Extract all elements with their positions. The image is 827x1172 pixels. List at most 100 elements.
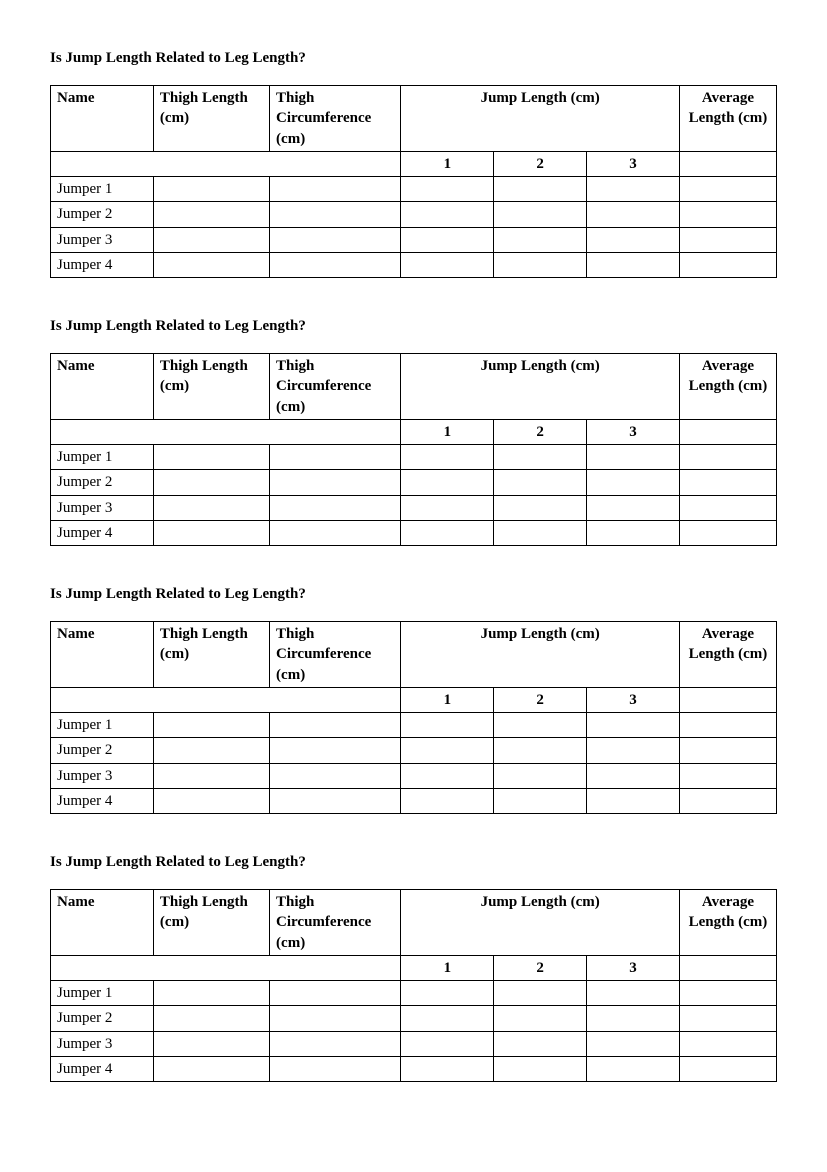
header-jump-length: Jump Length (cm) [401, 622, 679, 688]
cell-thigh-length [153, 520, 269, 545]
header-thigh-circ: Thigh Circumference (cm) [270, 890, 401, 956]
cell-jump-3 [587, 788, 680, 813]
table-subheader-row: 123 [51, 419, 777, 444]
header-trial-3: 3 [587, 419, 680, 444]
cell-jump-3 [587, 445, 680, 470]
cell-thigh-circ [270, 252, 401, 277]
header-name: Name [51, 354, 154, 420]
cell-thigh-length [153, 177, 269, 202]
table-row: Jumper 2 [51, 470, 777, 495]
subheader-avg-empty [679, 955, 776, 980]
header-thigh-length: Thigh Length (cm) [153, 622, 269, 688]
jump-data-table: NameThigh Length (cm)Thigh Circumference… [50, 621, 777, 814]
header-trial-2: 2 [494, 687, 587, 712]
header-name: Name [51, 86, 154, 152]
cell-jump-3 [587, 738, 680, 763]
header-thigh-length: Thigh Length (cm) [153, 354, 269, 420]
cell-jump-2 [494, 470, 587, 495]
row-name: Jumper 1 [51, 713, 154, 738]
header-thigh-length: Thigh Length (cm) [153, 890, 269, 956]
cell-jump-2 [494, 1056, 587, 1081]
table-row: Jumper 2 [51, 1006, 777, 1031]
header-thigh-length: Thigh Length (cm) [153, 86, 269, 152]
header-trial-3: 3 [587, 955, 680, 980]
cell-thigh-circ [270, 1006, 401, 1031]
cell-jump-2 [494, 445, 587, 470]
table-row: Jumper 1 [51, 445, 777, 470]
cell-avg [679, 520, 776, 545]
table-row: Jumper 4 [51, 252, 777, 277]
row-name: Jumper 1 [51, 177, 154, 202]
header-jump-length: Jump Length (cm) [401, 86, 679, 152]
row-name: Jumper 2 [51, 738, 154, 763]
table-row: Jumper 1 [51, 713, 777, 738]
row-name: Jumper 4 [51, 252, 154, 277]
table-header-row: NameThigh Length (cm)Thigh Circumference… [51, 622, 777, 688]
cell-jump-2 [494, 177, 587, 202]
cell-thigh-length [153, 1006, 269, 1031]
cell-avg [679, 763, 776, 788]
cell-thigh-length [153, 788, 269, 813]
cell-jump-3 [587, 495, 680, 520]
worksheet-section: Is Jump Length Related to Leg Length? Nam… [50, 854, 777, 1082]
row-name: Jumper 4 [51, 1056, 154, 1081]
header-trial-2: 2 [494, 955, 587, 980]
cell-avg [679, 1031, 776, 1056]
cell-thigh-circ [270, 227, 401, 252]
section-title: Is Jump Length Related to Leg Length? [50, 854, 777, 871]
jump-data-table: NameThigh Length (cm)Thigh Circumference… [50, 353, 777, 546]
cell-jump-3 [587, 202, 680, 227]
cell-jump-2 [494, 788, 587, 813]
table-header-row: NameThigh Length (cm)Thigh Circumference… [51, 354, 777, 420]
table-row: Jumper 4 [51, 520, 777, 545]
row-name: Jumper 1 [51, 981, 154, 1006]
cell-avg [679, 738, 776, 763]
header-trial-1: 1 [401, 687, 494, 712]
cell-jump-1 [401, 227, 494, 252]
cell-jump-1 [401, 520, 494, 545]
cell-thigh-length [153, 738, 269, 763]
table-row: Jumper 3 [51, 763, 777, 788]
cell-thigh-circ [270, 202, 401, 227]
subheader-empty [51, 687, 401, 712]
cell-thigh-circ [270, 445, 401, 470]
cell-jump-2 [494, 713, 587, 738]
header-trial-1: 1 [401, 151, 494, 176]
cell-avg [679, 788, 776, 813]
cell-avg [679, 470, 776, 495]
row-name: Jumper 3 [51, 227, 154, 252]
header-name: Name [51, 890, 154, 956]
cell-jump-3 [587, 1031, 680, 1056]
cell-jump-1 [401, 445, 494, 470]
cell-jump-1 [401, 1031, 494, 1056]
cell-jump-3 [587, 1056, 680, 1081]
cell-jump-3 [587, 177, 680, 202]
header-avg-length: Average Length (cm) [679, 622, 776, 688]
cell-jump-3 [587, 981, 680, 1006]
section-title: Is Jump Length Related to Leg Length? [50, 50, 777, 67]
cell-thigh-circ [270, 788, 401, 813]
header-trial-2: 2 [494, 419, 587, 444]
cell-jump-2 [494, 495, 587, 520]
subheader-avg-empty [679, 151, 776, 176]
cell-jump-3 [587, 713, 680, 738]
cell-thigh-circ [270, 520, 401, 545]
cell-avg [679, 202, 776, 227]
cell-jump-1 [401, 763, 494, 788]
section-title: Is Jump Length Related to Leg Length? [50, 586, 777, 603]
cell-thigh-length [153, 470, 269, 495]
cell-thigh-circ [270, 1056, 401, 1081]
header-trial-3: 3 [587, 687, 680, 712]
cell-jump-1 [401, 1006, 494, 1031]
cell-avg [679, 252, 776, 277]
row-name: Jumper 4 [51, 520, 154, 545]
cell-jump-1 [401, 470, 494, 495]
row-name: Jumper 2 [51, 1006, 154, 1031]
row-name: Jumper 2 [51, 202, 154, 227]
cell-thigh-length [153, 1056, 269, 1081]
jump-data-table: NameThigh Length (cm)Thigh Circumference… [50, 85, 777, 278]
cell-thigh-circ [270, 470, 401, 495]
cell-thigh-length [153, 252, 269, 277]
table-subheader-row: 123 [51, 151, 777, 176]
cell-jump-2 [494, 763, 587, 788]
